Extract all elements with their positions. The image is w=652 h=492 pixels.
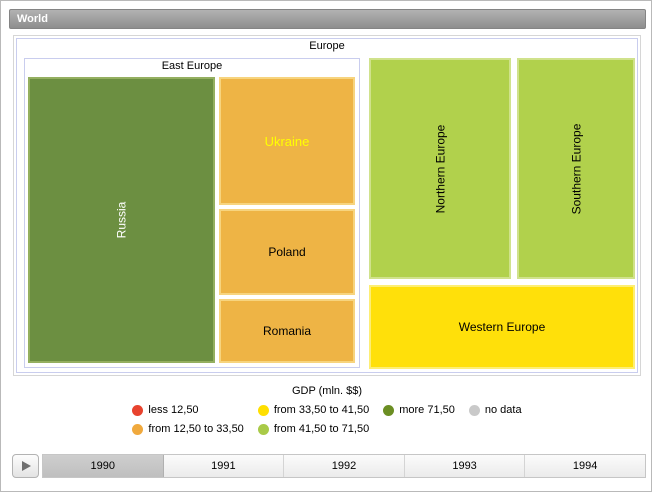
- tile-russia[interactable]: Russia: [28, 77, 215, 363]
- group-header-europe[interactable]: Europe: [309, 40, 345, 52]
- legend-swatch-darkgreen-icon: [383, 404, 395, 416]
- tile-label-southern-europe: Southern Europe: [568, 123, 583, 214]
- year-cell-1993[interactable]: 1993: [404, 455, 526, 477]
- year-cell-1990[interactable]: 1990: [43, 455, 164, 477]
- year-selector: 1990 1991 1992 1993 1994: [42, 454, 646, 478]
- legend-column: more 71,50: [383, 404, 455, 416]
- legend-item-label: more 71,50: [399, 404, 455, 416]
- year-cell-1992[interactable]: 1992: [284, 455, 405, 477]
- tile-label-northern-europe: Northern Europe: [433, 124, 447, 213]
- legend-swatch-gray-icon: [468, 404, 480, 416]
- tile-northern-europe[interactable]: Northern Europe: [369, 58, 511, 279]
- legend-column: no data: [468, 404, 522, 416]
- legend-column: less 12,50 from 12,50 to 33,50: [132, 404, 244, 435]
- legend: GDP (mln. $$) less 12,50 from 12,50 to 3…: [1, 385, 651, 435]
- legend-item-label: no data: [484, 404, 522, 416]
- timeline: 1990 1991 1992 1993 1994: [12, 453, 646, 479]
- treemap-chart: Europe East Europe Russia Ukraine Poland…: [13, 35, 641, 376]
- legend-item-no-data[interactable]: no data: [468, 404, 522, 416]
- legend-swatch-yellowgreen-icon: [257, 423, 269, 435]
- tile-ukraine[interactable]: Ukraine: [219, 77, 355, 205]
- legend-item-label: less 12,50: [148, 404, 199, 416]
- tile-poland[interactable]: Poland: [219, 209, 355, 295]
- play-button[interactable]: [12, 454, 39, 478]
- legend-swatch-yellow-icon: [257, 404, 269, 416]
- legend-item-less-1250[interactable]: less 12,50: [132, 404, 199, 416]
- legend-item-more-7150[interactable]: more 71,50: [383, 404, 455, 416]
- tile-label-romania: Romania: [262, 324, 312, 338]
- group-europe: Europe East Europe Russia Ukraine Poland…: [16, 38, 638, 373]
- tile-western-europe[interactable]: Western Europe: [369, 285, 635, 369]
- legend-swatch-orange-icon: [132, 423, 144, 435]
- legend-title: GDP (mln. $$): [291, 385, 363, 397]
- tile-southern-europe[interactable]: Southern Europe: [517, 58, 635, 279]
- tile-romania[interactable]: Romania: [219, 299, 355, 363]
- legend-item-3350-4150[interactable]: from 33,50 to 41,50: [257, 404, 370, 416]
- tile-label-russia: Russia: [114, 201, 129, 239]
- tile-label-ukraine: Ukraine: [264, 133, 310, 149]
- legend-swatch-red-icon: [132, 404, 144, 416]
- legend-grid: less 12,50 from 12,50 to 33,50 from 33,5…: [1, 404, 651, 435]
- legend-item-1250-3350[interactable]: from 12,50 to 33,50: [132, 423, 244, 435]
- group-header-east-europe[interactable]: East Europe: [161, 60, 223, 72]
- legend-item-4150-7150[interactable]: from 41,50 to 71,50: [257, 423, 370, 435]
- legend-item-label: from 33,50 to 41,50: [273, 404, 370, 416]
- tile-label-western-europe: Western Europe: [458, 320, 546, 334]
- legend-column: from 33,50 to 41,50 from 41,50 to 71,50: [257, 404, 370, 435]
- breadcrumb-drillup-bar[interactable]: World: [9, 9, 646, 29]
- legend-item-label: from 12,50 to 33,50: [148, 423, 244, 435]
- legend-item-label: from 41,50 to 71,50: [273, 423, 370, 435]
- year-cell-1991[interactable]: 1991: [163, 455, 285, 477]
- year-cell-1994[interactable]: 1994: [525, 455, 645, 477]
- group-east-europe: East Europe Russia Ukraine Poland Romani…: [24, 58, 360, 368]
- tile-label-poland: Poland: [268, 245, 306, 259]
- play-icon: [22, 461, 31, 471]
